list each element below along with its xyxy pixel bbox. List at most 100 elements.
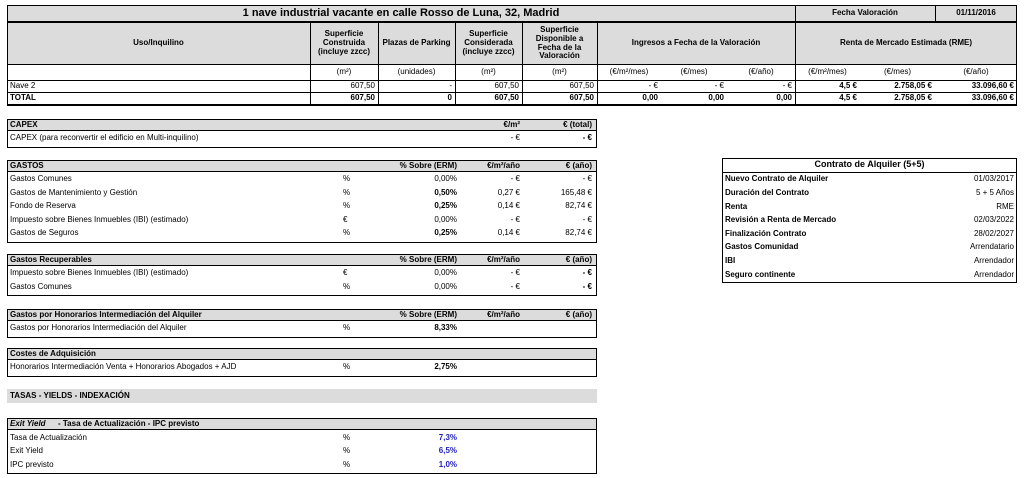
column-header: Superficie Disponible a Fecha de la Valo… bbox=[535, 24, 584, 61]
cell: 0,00 bbox=[708, 93, 724, 103]
cell: 2.758,05 € bbox=[894, 80, 932, 90]
cell: 0,27 € bbox=[497, 187, 520, 197]
row-label: IPC previsto bbox=[10, 460, 54, 470]
cell: 0,25% bbox=[434, 201, 457, 211]
unit: (m²) bbox=[336, 67, 352, 77]
contract-label: Nuevo Contrato de Alquiler bbox=[725, 174, 829, 184]
cell: 607,50 bbox=[494, 80, 519, 90]
contract-frame bbox=[722, 158, 1017, 283]
contract-label: Renta bbox=[725, 201, 748, 211]
column-line bbox=[455, 22, 456, 106]
cell: 607,50 bbox=[350, 80, 375, 90]
cell: 0,25% bbox=[434, 228, 457, 238]
rule bbox=[722, 172, 1017, 173]
contract-value: 5 + 5 Años bbox=[975, 187, 1014, 197]
cell: 0,50% bbox=[434, 187, 457, 197]
row-label: Impuesto sobre Bienes Inmuebles (IBI) (e… bbox=[10, 214, 189, 224]
section-header bbox=[7, 254, 597, 266]
cell: % bbox=[343, 187, 351, 197]
date-value: 01/11/2016 bbox=[956, 8, 996, 18]
column-header: Ingresos a Fecha de la Valoración bbox=[631, 38, 761, 48]
cell: 165,48 € bbox=[560, 187, 592, 197]
cell: 0,00 bbox=[776, 93, 792, 103]
cell: % bbox=[343, 446, 351, 456]
cell: - € bbox=[782, 80, 792, 90]
row-label: Exit Yield bbox=[10, 446, 43, 456]
cell: % bbox=[343, 281, 351, 291]
section-header bbox=[7, 119, 597, 131]
cell: 8,33% bbox=[434, 323, 457, 333]
column-line bbox=[310, 22, 311, 106]
column-line bbox=[795, 22, 796, 106]
contract-value: RME bbox=[996, 201, 1014, 211]
cell: - € bbox=[510, 174, 520, 184]
contract-value: 01/03/2017 bbox=[973, 174, 1014, 184]
title-bar bbox=[7, 5, 1017, 22]
band-text: TASAS - YIELDS - INDEXACIÓN bbox=[10, 390, 130, 400]
cell: - € bbox=[582, 281, 592, 291]
contract-value: Arrendador bbox=[973, 269, 1014, 279]
section-header-text: % Sobre (ERM) bbox=[399, 160, 457, 170]
row-label: Gastos Comunes bbox=[10, 281, 72, 291]
contract-label: Finalización Contrato bbox=[725, 228, 807, 238]
cell: 4,5 € bbox=[839, 80, 857, 90]
cell: - € bbox=[582, 214, 592, 224]
row-label: Gastos de Mantenimiento y Gestión bbox=[10, 187, 138, 197]
row-label: Gastos Comunes bbox=[10, 174, 72, 184]
cell: 2.758,05 € bbox=[894, 93, 932, 103]
contract-label: IBI bbox=[725, 255, 736, 265]
row-label: Impuesto sobre Bienes Inmuebles (IBI) (e… bbox=[10, 268, 189, 278]
column-line bbox=[597, 22, 598, 106]
unit: (m²) bbox=[481, 67, 496, 77]
cell: 33.096,60 € bbox=[971, 80, 1014, 90]
cell: - € bbox=[714, 80, 724, 90]
cell: 1,0% bbox=[438, 460, 457, 470]
section-header-text: € (año) bbox=[565, 309, 592, 319]
date-label: Fecha Valoración bbox=[832, 8, 898, 18]
section-header-text: Exit Yield bbox=[10, 418, 46, 428]
cell: 607,50 bbox=[569, 80, 594, 90]
cell: 7,3% bbox=[438, 432, 457, 442]
cell: % bbox=[343, 460, 351, 470]
section-header bbox=[7, 418, 597, 430]
row-label: Gastos por Honorarios Intermediación del… bbox=[10, 323, 187, 333]
unit: (€/año) bbox=[963, 67, 989, 77]
column-header: Superficie Construida (incluye zzcc) bbox=[317, 29, 370, 56]
row-label: Gastos de Seguros bbox=[10, 228, 79, 238]
contract-label: Duración del Contrato bbox=[725, 187, 810, 197]
cell: 0,00% bbox=[434, 214, 457, 224]
cell: - bbox=[449, 80, 452, 90]
contract-value: Arrendatario bbox=[969, 242, 1014, 252]
cell: 0,00 bbox=[642, 93, 658, 103]
contract-value: 28/02/2027 bbox=[973, 228, 1014, 238]
cell: € bbox=[343, 268, 348, 278]
section-header-text: % Sobre (ERM) bbox=[399, 309, 457, 319]
section-header-text: € (total) bbox=[563, 119, 592, 129]
contract-label: Seguro continente bbox=[725, 269, 796, 279]
cell: % bbox=[343, 228, 351, 238]
section-header-text: Gastos Recuperables bbox=[10, 254, 92, 264]
rule bbox=[7, 104, 1017, 106]
cell: - € bbox=[582, 174, 592, 184]
section-header-text: € (año) bbox=[565, 160, 592, 170]
cell: 82,74 € bbox=[565, 228, 592, 238]
column-header: Renta de Mercado Estimada (RME) bbox=[839, 38, 973, 48]
cell: - € bbox=[582, 268, 592, 278]
contract-value: 02/03/2022 bbox=[973, 215, 1014, 225]
cell: - € bbox=[582, 133, 592, 143]
cell: % bbox=[343, 174, 351, 184]
cell: 4,5 € bbox=[839, 93, 857, 103]
unit: (€/año) bbox=[748, 67, 774, 77]
cell: - € bbox=[510, 281, 520, 291]
unit: (€/mes) bbox=[680, 67, 708, 77]
section-header-text: € (año) bbox=[565, 254, 592, 264]
row-label: TOTAL bbox=[10, 93, 36, 103]
section-header-text: GASTOS bbox=[10, 160, 44, 170]
cell: - € bbox=[510, 214, 520, 224]
section-header bbox=[7, 160, 597, 172]
row-label: Tasa de Actualización bbox=[10, 432, 87, 442]
section-header-text: €/m² bbox=[503, 119, 520, 129]
contract-label: Revisión a Renta de Mercado bbox=[725, 215, 837, 225]
section-header-text: CAPEX bbox=[10, 119, 38, 129]
